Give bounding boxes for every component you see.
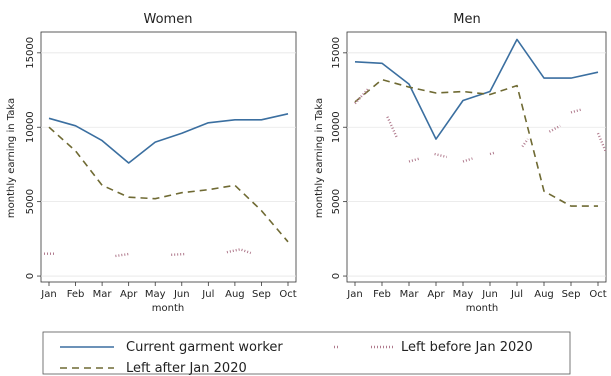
women-x-tick-label-apr: Apr <box>120 289 138 300</box>
women-series-left-after-jan-2020 <box>48 126 289 243</box>
men-x-tick-label-jun: Jun <box>481 289 498 300</box>
men-y-axis-label: monthly earning in Taka <box>314 98 325 218</box>
men-y-tick-label-0: 0 <box>331 273 342 279</box>
men-x-tick-label-mar: Mar <box>400 289 420 300</box>
men-y-tick-label-5000: 5000 <box>331 189 342 214</box>
men-x-tick-label-apr: Apr <box>427 289 445 300</box>
men-y-tick-label-10000: 10000 <box>331 111 342 143</box>
men-series-current-garment-worker <box>354 38 599 140</box>
men-panel-title: Men <box>453 12 480 27</box>
men-y-tick-label-15000: 15000 <box>331 37 342 69</box>
women-x-axis-label: month <box>152 303 184 314</box>
men-series-left-before-jan-2020-segment-1 <box>386 116 398 139</box>
women-x-tick-label-aug: Aug <box>225 289 245 300</box>
legend-box <box>42 331 571 375</box>
legend: Current garment worker Left before Jan 2… <box>42 331 571 376</box>
women-x-tick-label-jan: Jan <box>40 289 56 300</box>
legend-label-current-garment-worker: Current garment worker <box>126 340 283 355</box>
women-x-tick-label-oct: Oct <box>279 289 296 300</box>
men-series-left-before-jan-2020-segment-5 <box>489 151 496 156</box>
legend-label-left-before-jan-2020: Left before Jan 2020 <box>401 340 533 355</box>
women-series-left-before-jan-2020-segment-3 <box>226 248 252 255</box>
women-y-tick-label-5000: 5000 <box>25 189 36 214</box>
women-x-tick-label-may: May <box>145 289 166 300</box>
men-plot-area <box>346 31 607 283</box>
men-series-left-before-jan-2020-segment-7 <box>548 124 561 133</box>
women-y-tick-label-15000: 15000 <box>25 37 36 69</box>
men-x-tick-label-feb: Feb <box>373 289 391 300</box>
men-x-axis-label: month <box>466 303 498 314</box>
men-series-left-before-jan-2020-segment-2 <box>408 157 421 163</box>
men-x-tick-label-may: May <box>453 289 474 300</box>
men-x-tick-label-oct: Oct <box>589 289 606 300</box>
women-y-tick-label-10000: 10000 <box>25 111 36 143</box>
women-x-tick-label-sep: Sep <box>252 289 271 300</box>
men-series-left-before-jan-2020-segment-8 <box>570 108 583 114</box>
women-series-left-before-jan-2020-segment-2 <box>171 252 186 256</box>
men-series-left-before-jan-2020-segment-9 <box>596 132 608 153</box>
men-x-tick-label-jan: Jan <box>346 289 362 300</box>
men-x-tick-label-sep: Sep <box>562 289 581 300</box>
women-plot-area <box>40 31 297 283</box>
women-x-tick-label-jun: Jun <box>173 289 190 300</box>
women-series-left-before-jan-2020-segment-1 <box>115 252 129 258</box>
men-series-left-before-jan-2020-segment-0 <box>354 87 370 105</box>
women-x-tick-label-mar: Mar <box>93 289 113 300</box>
women-y-axis-label: monthly earning in Taka <box>6 98 17 218</box>
men-series-left-before-jan-2020-segment-3 <box>434 152 448 159</box>
men-x-tick-label-jul: Jul <box>510 289 523 300</box>
women-x-tick-label-feb: Feb <box>67 289 85 300</box>
men-panel: Men monthly earning in Taka month 0 5000 1… <box>314 12 608 314</box>
men-x-tick-label-aug: Aug <box>534 289 554 300</box>
women-panel-title: Women <box>144 12 193 27</box>
men-series-left-after-jan-2020 <box>354 78 598 207</box>
women-x-tick-label-jul: Jul <box>201 289 214 300</box>
legend-label-left-after-jan-2020: Left after Jan 2020 <box>126 361 247 376</box>
women-series-current-garment-worker <box>48 113 289 164</box>
women-panel: Women monthly earning in Taka month 0 500… <box>6 12 297 314</box>
women-y-tick-label-0: 0 <box>25 273 36 279</box>
